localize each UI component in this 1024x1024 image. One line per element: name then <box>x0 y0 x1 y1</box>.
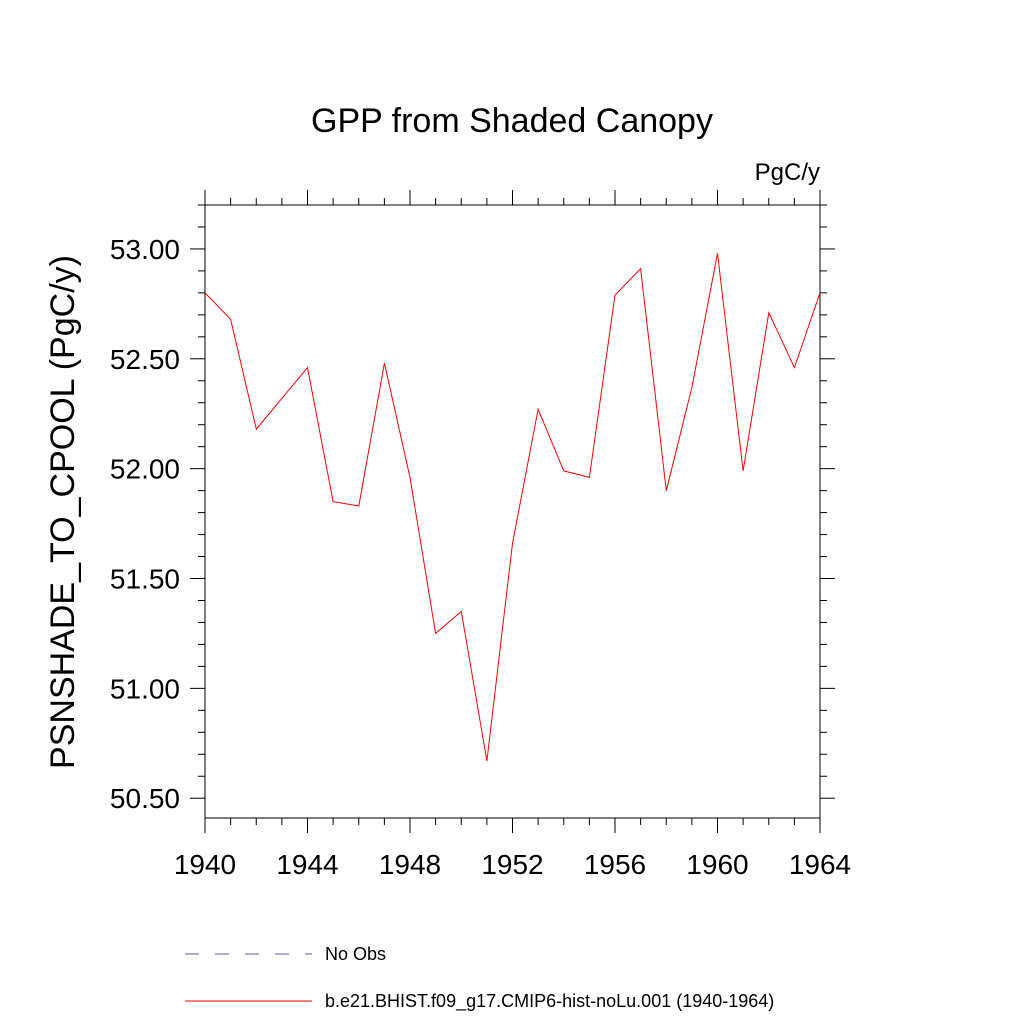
x-tick-label: 1940 <box>174 849 236 880</box>
y-tick-label: 50.50 <box>110 783 180 814</box>
units-label: PgC/y <box>755 159 820 186</box>
series-layer <box>204 253 821 761</box>
x-tick-label: 1964 <box>789 849 851 880</box>
legend: No Obs b.e21.BHIST.f09_g17.CMIP6-hist-noL… <box>185 944 774 1012</box>
y-tick-label: 53.00 <box>110 234 180 265</box>
y-tick-label: 51.00 <box>110 673 180 704</box>
x-tick-label: 1944 <box>276 849 338 880</box>
legend-label: No Obs <box>325 944 386 964</box>
y-tick-label: 52.50 <box>110 344 180 375</box>
y-tick-label: 51.50 <box>110 564 180 595</box>
y-axis-label: PSNSHADE_TO_CPOOL (PgC/y) <box>44 255 82 769</box>
x-tick-label: 1952 <box>481 849 543 880</box>
chart-title: GPP from Shaded Canopy <box>311 102 713 140</box>
x-tick-label: 1956 <box>584 849 646 880</box>
legend-label: b.e21.BHIST.f09_g17.CMIP6-hist-noLu.001 … <box>325 991 774 1012</box>
x-tick-label: 1960 <box>686 849 748 880</box>
axis-ticks: 1940 1944 1948 1952 1956 1960 1964 50.50 51.00 51… <box>110 190 851 880</box>
x-tick-label: 1948 <box>379 849 441 880</box>
plot-frame <box>204 204 821 819</box>
series-line <box>204 253 821 761</box>
y-tick-label: 52.00 <box>110 454 180 485</box>
